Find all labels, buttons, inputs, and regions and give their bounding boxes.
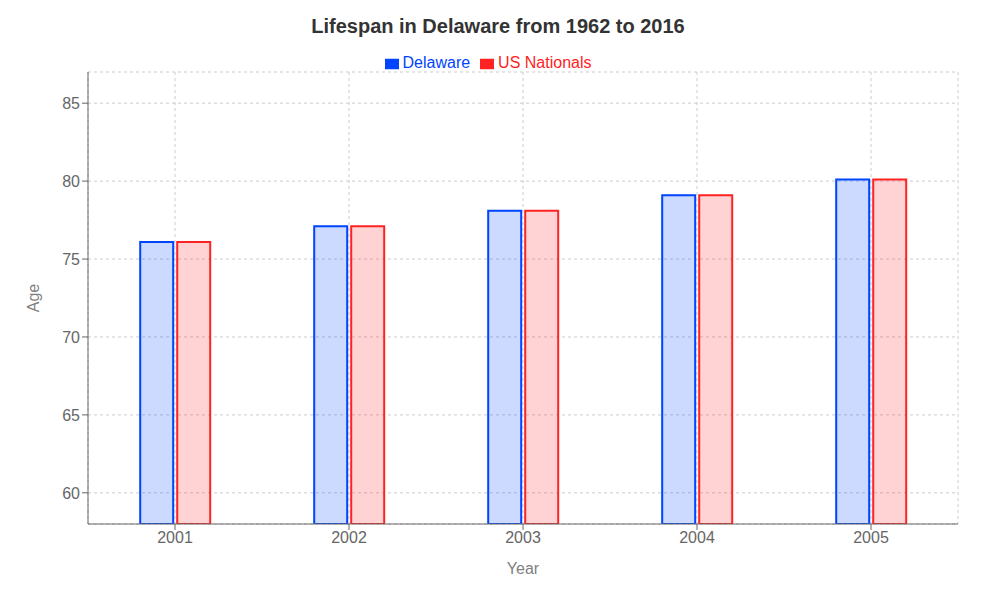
svg-text:60: 60 (62, 485, 80, 502)
svg-text:70: 70 (62, 329, 80, 346)
svg-text:2004: 2004 (679, 529, 715, 546)
svg-text:Age: Age (25, 284, 42, 313)
svg-text:2003: 2003 (505, 529, 541, 546)
svg-text:2005: 2005 (853, 529, 889, 546)
svg-text:75: 75 (62, 251, 80, 268)
html-text:Lifespan in Delaware from 1962: Lifespan in Delaware from 1962 to 2016 (311, 15, 685, 37)
html-text:Delaware: Delaware (402, 54, 471, 71)
svg-text:Year: Year (507, 560, 540, 577)
svg-text:85: 85 (62, 95, 80, 112)
svg-text:80: 80 (62, 173, 80, 190)
html-text:US Nationals: US Nationals (498, 54, 592, 71)
svg-text:2002: 2002 (331, 529, 367, 546)
svg-text:65: 65 (62, 407, 80, 424)
svg-text:2001: 2001 (157, 529, 193, 546)
